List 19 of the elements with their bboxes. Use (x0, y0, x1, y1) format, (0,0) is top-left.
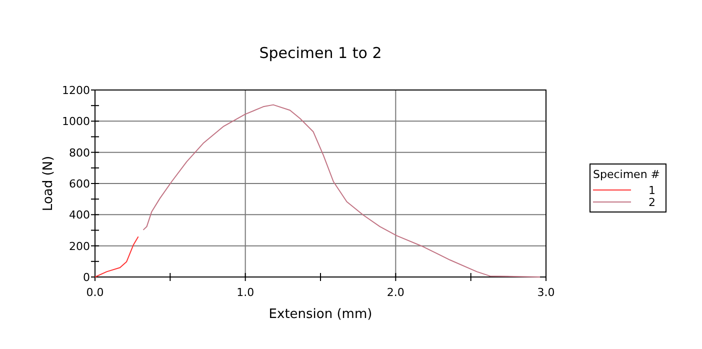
line-series (142, 104, 540, 278)
y-tick-label: 400 (69, 208, 90, 222)
chart-title: Specimen 1 to 2 (259, 44, 382, 62)
legend-title: Specimen # (593, 168, 660, 181)
x-tick-label: 2.0 (386, 286, 404, 299)
y-tick-label: 1000 (62, 115, 90, 128)
legend-label: 2 (648, 196, 656, 209)
y-axis-title: Load (N) (41, 156, 56, 212)
y-tick-label: 0 (83, 271, 90, 284)
y-tick-label: 600 (69, 178, 90, 190)
x-tick-label: 3.0 (537, 286, 555, 299)
y-tick-label: 200 (69, 240, 90, 253)
y-tick-label: 800 (69, 146, 90, 160)
x-axis-title: Extension (mm) (268, 307, 372, 322)
x-tick-label: 0.0 (86, 286, 104, 299)
y-tick-label: 1200 (62, 84, 90, 97)
line-series (94, 236, 139, 278)
legend-label: 1 (648, 184, 656, 197)
x-tick-label: 1.0 (236, 286, 254, 299)
